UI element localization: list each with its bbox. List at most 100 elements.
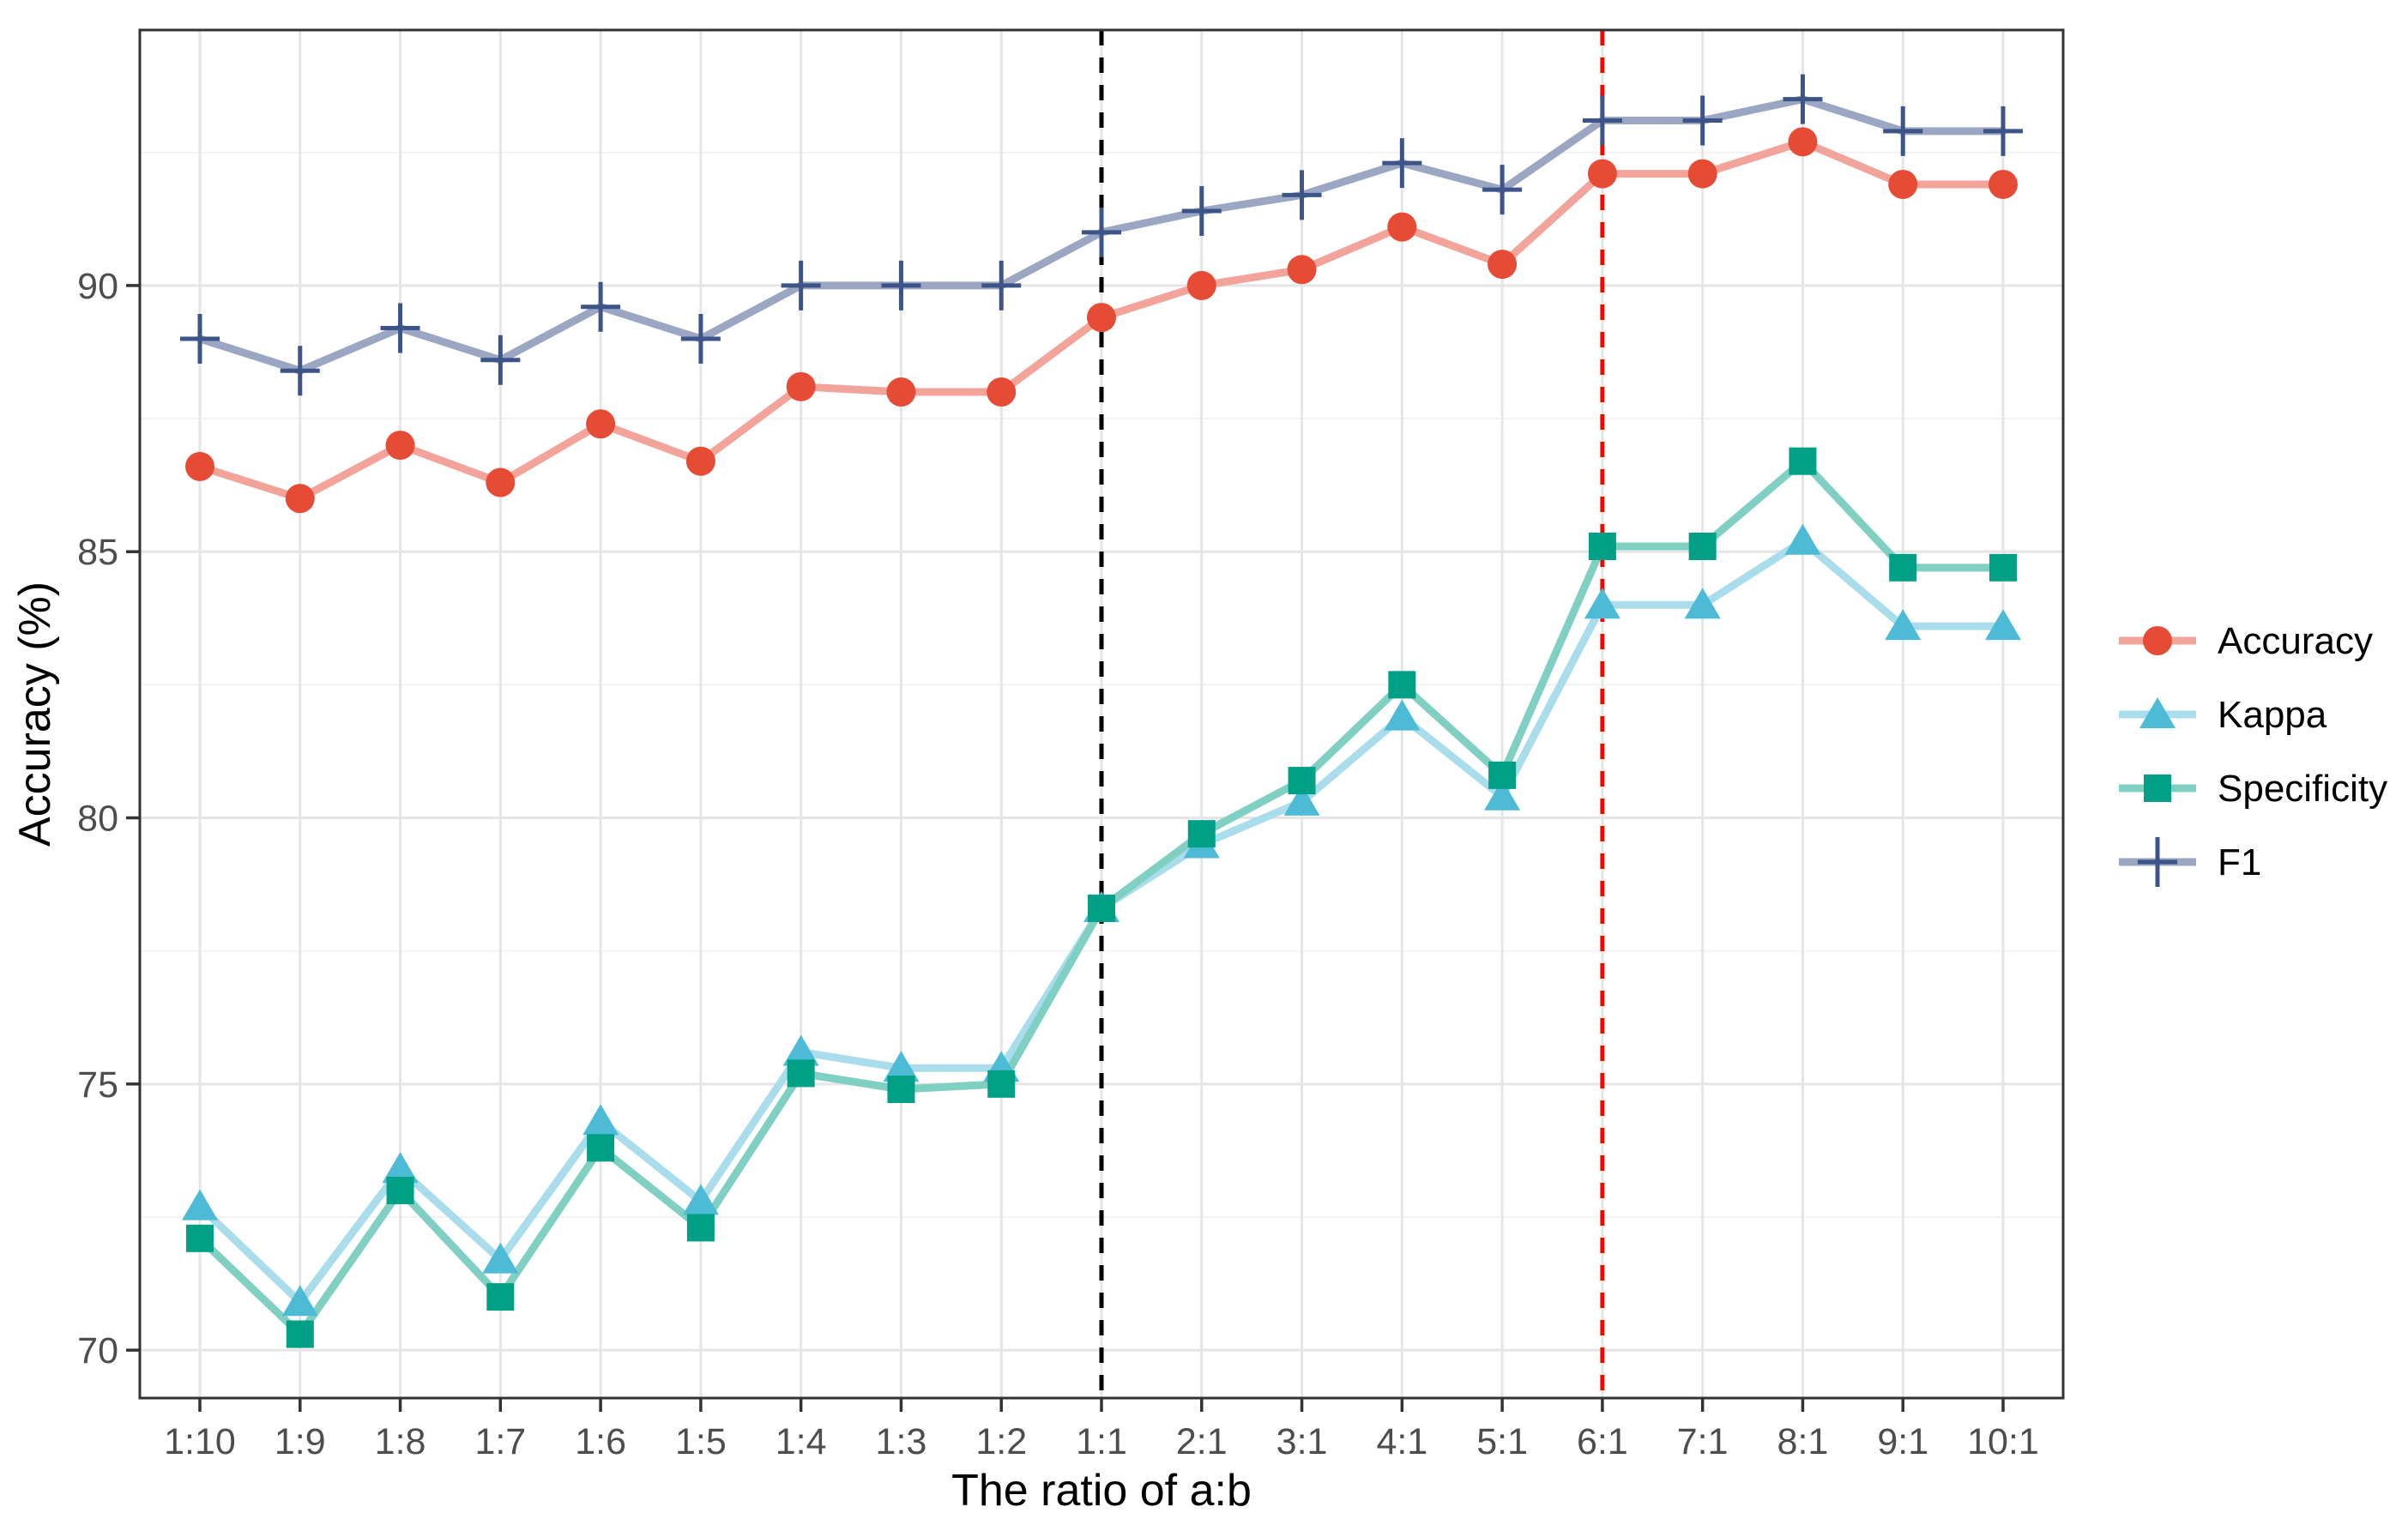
point-specificity-5:1 xyxy=(1488,761,1517,789)
point-specificity-1:2 xyxy=(987,1070,1016,1098)
point-accuracy-1:3 xyxy=(886,377,916,407)
legend-label-specificity: Specificity xyxy=(2218,768,2387,810)
x-tick-label: 1:4 xyxy=(776,1421,827,1462)
point-accuracy-9:1 xyxy=(1888,169,1918,199)
legend-marker-specificity xyxy=(2144,775,2171,802)
x-tick-label: 1:6 xyxy=(575,1421,626,1462)
point-kappa-5:1 xyxy=(1484,779,1521,811)
point-f1-1:1 xyxy=(1082,207,1121,257)
legend-label-kappa: Kappa xyxy=(2218,694,2327,736)
point-specificity-1:5 xyxy=(686,1214,715,1242)
point-accuracy-1:5 xyxy=(685,446,715,476)
point-accuracy-1:8 xyxy=(385,431,415,461)
point-specificity-10:1 xyxy=(1989,553,2017,582)
x-tick-label: 9:1 xyxy=(1877,1421,1928,1462)
point-kappa-1:6 xyxy=(582,1104,619,1136)
point-accuracy-2:1 xyxy=(1186,270,1216,300)
point-kappa-1:8 xyxy=(382,1152,419,1184)
point-specificity-1:1 xyxy=(1088,895,1115,923)
point-kappa-4:1 xyxy=(1384,699,1421,731)
point-kappa-1:5 xyxy=(682,1184,719,1215)
point-accuracy-8:1 xyxy=(1788,127,1818,157)
point-f1-3:1 xyxy=(1282,170,1322,220)
point-specificity-1:10 xyxy=(186,1224,214,1252)
point-specificity-6:1 xyxy=(1588,533,1616,561)
point-f1-1:9 xyxy=(280,346,320,396)
x-tick-label: 1:2 xyxy=(975,1421,1027,1462)
x-tick-label: 1:10 xyxy=(164,1421,236,1462)
point-accuracy-5:1 xyxy=(1488,250,1518,280)
legend-marker-kappa xyxy=(2139,697,2176,728)
x-tick-label: 1:9 xyxy=(275,1421,326,1462)
point-f1-2:1 xyxy=(1181,186,1222,237)
x-tick-label: 1:5 xyxy=(675,1421,727,1462)
point-f1-1:8 xyxy=(380,303,420,353)
point-specificity-1:8 xyxy=(386,1176,414,1204)
point-accuracy-7:1 xyxy=(1687,159,1717,189)
point-kappa-1:3 xyxy=(883,1051,920,1082)
point-f1-1:10 xyxy=(180,313,220,364)
point-kappa-8:1 xyxy=(1784,523,1821,555)
x-tick-label: 1:1 xyxy=(1076,1421,1127,1462)
legend-marker-accuracy xyxy=(2143,626,2172,655)
point-accuracy-1:7 xyxy=(486,467,516,497)
point-accuracy-1:6 xyxy=(586,409,616,439)
point-kappa-9:1 xyxy=(1885,609,1922,641)
point-f1-8:1 xyxy=(1783,74,1823,124)
legend-marker-f1 xyxy=(2138,837,2177,887)
y-axis-title: Accuracy (%) xyxy=(10,582,60,847)
point-f1-5:1 xyxy=(1482,165,1523,215)
point-f1-9:1 xyxy=(1883,105,1923,156)
point-f1-7:1 xyxy=(1682,95,1723,146)
point-specificity-9:1 xyxy=(1889,553,1917,582)
point-f1-1:3 xyxy=(881,260,921,310)
x-tick-label: 1:8 xyxy=(375,1421,426,1462)
x-tick-label: 1:7 xyxy=(474,1421,526,1462)
point-kappa-1:7 xyxy=(482,1242,519,1274)
point-kappa-3:1 xyxy=(1283,784,1320,816)
y-tick-label: 85 xyxy=(77,532,118,573)
point-f1-1:2 xyxy=(981,260,1022,310)
point-accuracy-1:1 xyxy=(1087,303,1116,333)
x-tick-label: 8:1 xyxy=(1777,1421,1829,1462)
point-accuracy-6:1 xyxy=(1587,159,1617,189)
point-specificity-3:1 xyxy=(1288,767,1316,795)
x-axis-title: The ratio of a:b xyxy=(951,1466,1252,1516)
x-tick-label: 4:1 xyxy=(1376,1421,1427,1462)
y-tick-label: 70 xyxy=(77,1330,118,1371)
point-specificity-1:6 xyxy=(587,1134,615,1162)
x-tick-label: 1:3 xyxy=(876,1421,927,1462)
point-f1-10:1 xyxy=(1983,105,2023,156)
x-tick-label: 2:1 xyxy=(1176,1421,1228,1462)
point-accuracy-10:1 xyxy=(1989,169,2018,199)
x-tick-label: 6:1 xyxy=(1577,1421,1628,1462)
point-accuracy-1:2 xyxy=(987,377,1017,407)
point-f1-1:7 xyxy=(480,335,521,385)
point-f1-6:1 xyxy=(1582,95,1622,146)
y-tick-label: 80 xyxy=(77,799,118,840)
legend-label-f1: F1 xyxy=(2218,841,2261,883)
point-f1-1:5 xyxy=(680,313,721,364)
point-specificity-4:1 xyxy=(1388,671,1416,699)
point-specificity-2:1 xyxy=(1187,820,1216,848)
y-tick-label: 90 xyxy=(77,266,118,307)
legend-label-accuracy: Accuracy xyxy=(2218,620,2373,662)
point-specificity-1:3 xyxy=(887,1076,915,1104)
x-tick-label: 3:1 xyxy=(1276,1421,1328,1462)
point-kappa-1:9 xyxy=(281,1285,318,1317)
point-kappa-1:4 xyxy=(782,1034,819,1066)
point-accuracy-1:10 xyxy=(185,451,214,481)
point-accuracy-3:1 xyxy=(1287,255,1317,285)
point-specificity-7:1 xyxy=(1688,533,1717,561)
x-tick-label: 7:1 xyxy=(1677,1421,1729,1462)
point-kappa-7:1 xyxy=(1684,588,1721,619)
point-specificity-1:9 xyxy=(286,1320,314,1348)
point-specificity-1:7 xyxy=(486,1283,515,1311)
x-tick-label: 5:1 xyxy=(1476,1421,1528,1462)
point-kappa-10:1 xyxy=(1985,609,2021,641)
point-kappa-6:1 xyxy=(1584,588,1620,619)
x-tick-label: 10:1 xyxy=(1967,1421,2039,1462)
point-accuracy-4:1 xyxy=(1387,212,1417,242)
